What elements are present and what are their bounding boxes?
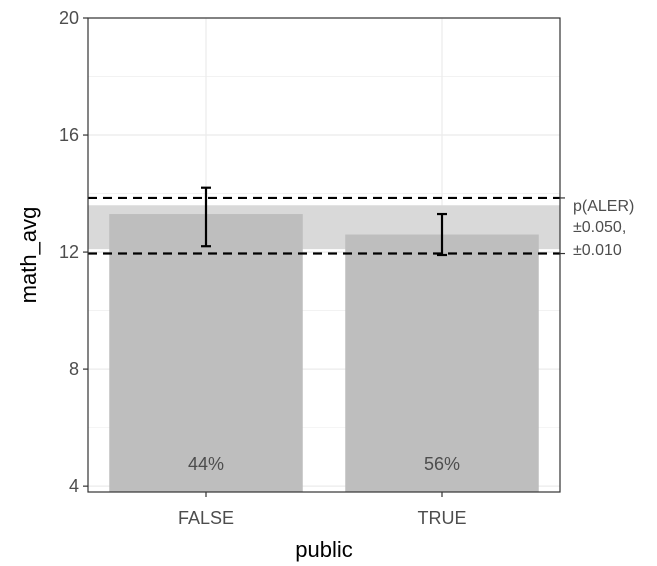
bar-layer: [109, 214, 539, 492]
error-bar-layer: [201, 186, 447, 257]
bar-true: [345, 234, 539, 492]
reference-line-layer: [88, 196, 560, 255]
bar-false: [109, 214, 303, 492]
error-bar-true: [437, 212, 447, 257]
x-tick-label: TRUE: [418, 508, 467, 528]
axis-layer: 4 8 12 16 20 FALSE TRUE: [59, 8, 467, 528]
panel-border: [87, 17, 561, 493]
y-tick-label: 8: [69, 359, 79, 379]
x-axis-title: public: [295, 537, 352, 562]
annotation-label: ±0.010: [573, 242, 622, 259]
error-bar-false: [201, 186, 211, 248]
annotation-label: ±0.050,: [573, 219, 626, 236]
y-tick-label: 4: [69, 476, 79, 496]
bar-label: 44%: [188, 454, 224, 474]
y-tick-label: 20: [59, 8, 79, 28]
bar-label-layer: 44% 56%: [188, 454, 460, 474]
bar-label: 56%: [424, 454, 460, 474]
y-tick-label: 12: [59, 242, 79, 262]
annotation-label: p(ALER): [573, 198, 634, 215]
y-tick-label: 16: [59, 125, 79, 145]
y-axis-title: math_avg: [16, 207, 41, 304]
annotation-layer: p(ALER) ±0.050, ±0.010: [560, 197, 634, 259]
x-tick-label: FALSE: [178, 508, 234, 528]
